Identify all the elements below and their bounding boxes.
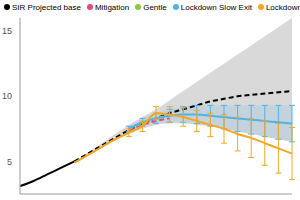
html-text:Mitigation: Mitigation: [94, 2, 130, 12]
html-text:SIR Projected base: SIR Projected base: [12, 2, 81, 12]
html-text:Gentle: Gentle: [143, 2, 167, 12]
html-text:Lockdown Slow Exit: Lockdown Slow Exit: [180, 2, 252, 12]
svg-text:5: 5: [7, 157, 12, 167]
svg-text:15: 15: [2, 26, 12, 36]
svg-text:10: 10: [2, 91, 12, 101]
